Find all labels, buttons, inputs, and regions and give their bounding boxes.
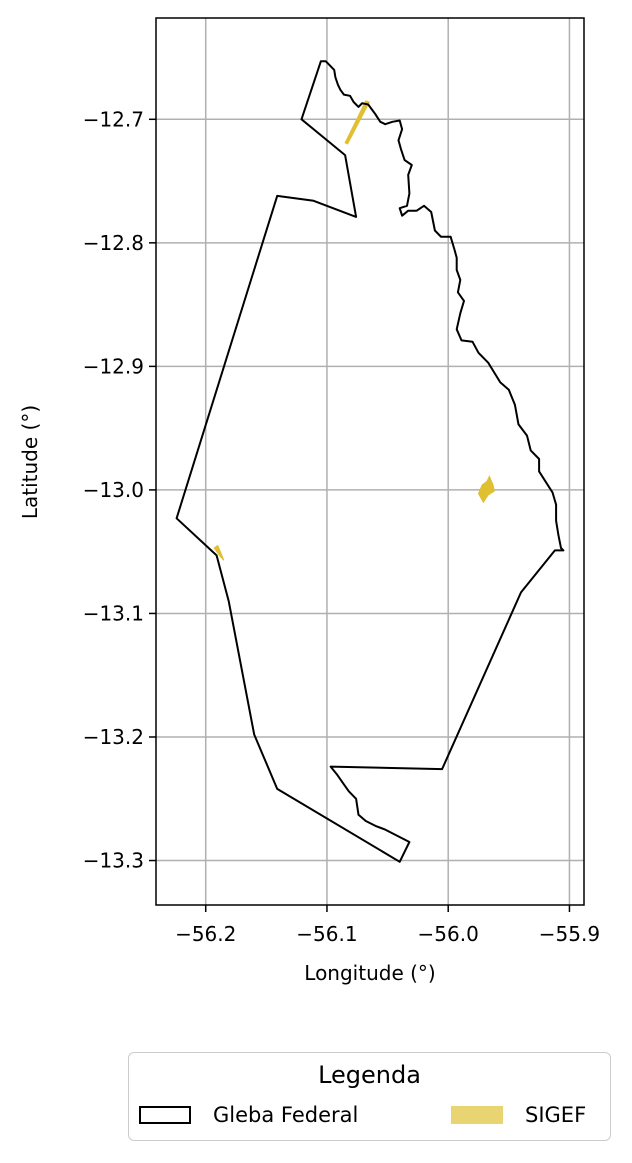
y-tick-label: −12.8 (83, 231, 144, 255)
legend-label-sigef: SIGEF (525, 1103, 587, 1127)
legend: Legenda Gleba Federal SIGEF (128, 1052, 611, 1141)
x-tick-label: −56.1 (296, 922, 357, 946)
x-axis-ticks: −56.2 −56.1 −56.0 −55.9 (175, 905, 600, 946)
plot-frame (155, 17, 585, 906)
legend-swatch-sigef (451, 1106, 503, 1124)
x-tick-label: −56.2 (175, 922, 236, 946)
legend-entry-sigef: SIGEF (451, 1103, 586, 1127)
sigef-parcel (213, 544, 225, 561)
grid-lines (156, 18, 584, 905)
gleba-federal-layer (175, 60, 565, 863)
sigef-parcel (477, 475, 495, 504)
y-tick-label: −12.7 (83, 107, 144, 131)
legend-label-gleba-federal: Gleba Federal (213, 1103, 359, 1127)
y-tick-label: −13.2 (83, 725, 144, 749)
y-tick-label: −13.0 (83, 478, 144, 502)
x-tick-label: −55.9 (539, 922, 600, 946)
y-tick-label: −13.1 (83, 601, 144, 625)
sigef-parcel (344, 100, 371, 145)
y-tick-label: −13.3 (83, 849, 144, 873)
gleba-federal-boundary (175, 60, 565, 863)
legend-swatch-gleba-federal (139, 1106, 191, 1124)
y-tick-label: −12.9 (83, 354, 144, 378)
x-tick-label: −56.0 (418, 922, 479, 946)
x-axis-label: Longitude (°) (304, 961, 435, 985)
legend-title: Legenda (318, 1061, 421, 1089)
y-axis-label: Latitude (°) (18, 405, 42, 519)
sigef-parcels-layer (213, 100, 495, 561)
legend-entry-gleba-federal: Gleba Federal (139, 1103, 358, 1127)
y-axis-ticks: −12.7 −12.8 −12.9 −13.0 −13.1 −13.2 −13.3 (83, 107, 156, 873)
